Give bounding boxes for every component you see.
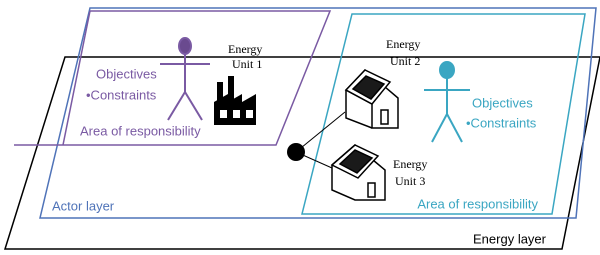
objectives: Objectives <box>96 66 157 81</box>
house-3 <box>332 145 385 200</box>
actor-1 <box>160 38 210 120</box>
energy-layer-label: Energy layer <box>473 231 547 246</box>
unit-label: Energy <box>386 37 420 51</box>
page: Energy layer Actor layer Objectives •Con… <box>0 0 600 255</box>
objectives: Objectives <box>472 95 533 110</box>
actor-layer-label: Actor layer <box>52 198 115 213</box>
constraints: •Constraints <box>466 115 537 130</box>
unit-label: Unit 3 <box>395 174 425 188</box>
actor-2 <box>424 62 470 142</box>
unit-label: Energy <box>228 42 262 56</box>
unit-label: Unit 1 <box>232 57 262 71</box>
node <box>287 143 305 161</box>
unit-label: Energy <box>393 157 427 171</box>
area-label: Area of responsibility <box>417 196 538 211</box>
unit-label: Unit 2 <box>390 54 420 68</box>
factory <box>214 76 256 125</box>
constraints: •Constraints <box>86 87 157 102</box>
house-2 <box>346 70 398 128</box>
diagram: Energy layer Actor layer Objectives •Con… <box>0 0 600 255</box>
link <box>296 112 345 152</box>
area-label: Area of responsibility <box>80 123 201 138</box>
